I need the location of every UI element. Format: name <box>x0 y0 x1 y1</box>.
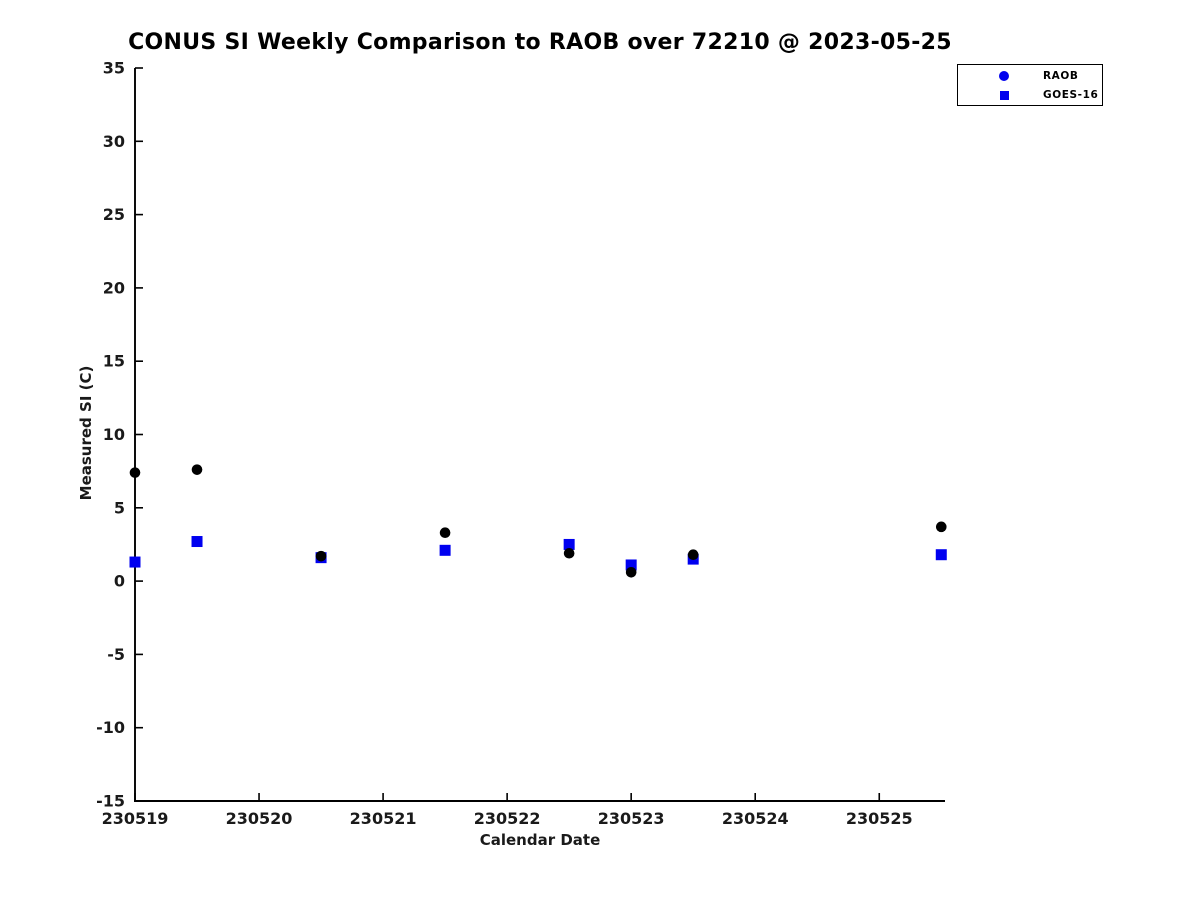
raob-point <box>563 547 575 559</box>
legend-entry-raob: RAOB <box>958 68 1102 84</box>
legend-label-raob: RAOB <box>1043 70 1079 82</box>
goes16-point <box>625 559 637 571</box>
x-tick-label: 230523 <box>598 809 665 828</box>
y-tick-label: 35 <box>103 59 125 78</box>
goes16-legend-square-icon <box>1000 91 1009 100</box>
goes16-point <box>129 556 141 568</box>
raob-legend-circle-icon <box>999 71 1009 81</box>
y-tick-label: 15 <box>103 352 125 371</box>
legend-label-goes16: GOES-16 <box>1043 89 1099 101</box>
y-tick-label: -5 <box>107 645 125 664</box>
raob-point <box>687 549 699 561</box>
y-tick-label: 25 <box>103 205 125 224</box>
legend-box: RAOB GOES-16 <box>957 64 1103 106</box>
goes16-point <box>563 538 575 550</box>
legend-entry-goes16: GOES-16 <box>958 87 1102 103</box>
raob-point <box>315 550 327 562</box>
x-axis-label: Calendar Date <box>479 831 601 849</box>
y-tick-label: -10 <box>96 718 125 737</box>
y-tick-label: 20 <box>103 278 125 297</box>
goes16-point <box>191 536 203 548</box>
raob-point <box>935 521 947 533</box>
x-tick-label: 230520 <box>226 809 293 828</box>
raob-point <box>129 467 141 478</box>
y-tick-label: 0 <box>114 572 125 591</box>
x-tick-label: 230524 <box>722 809 789 828</box>
x-tick-label: 230519 <box>102 809 169 828</box>
y-tick-label: -15 <box>96 792 125 811</box>
x-tick-label: 230521 <box>350 809 417 828</box>
raob-point <box>191 464 203 475</box>
y-tick-label: 10 <box>103 425 125 444</box>
y-tick-label: 5 <box>114 498 125 517</box>
y-tick-label: 30 <box>103 132 125 151</box>
chart-title: CONUS SI Weekly Comparison to RAOB over … <box>128 30 952 55</box>
x-tick-label: 230522 <box>474 809 541 828</box>
goes16-point <box>935 549 947 561</box>
goes16-point <box>439 544 451 556</box>
x-tick-label: 230525 <box>846 809 913 828</box>
raob-point <box>439 527 451 539</box>
raob-point <box>625 567 637 578</box>
